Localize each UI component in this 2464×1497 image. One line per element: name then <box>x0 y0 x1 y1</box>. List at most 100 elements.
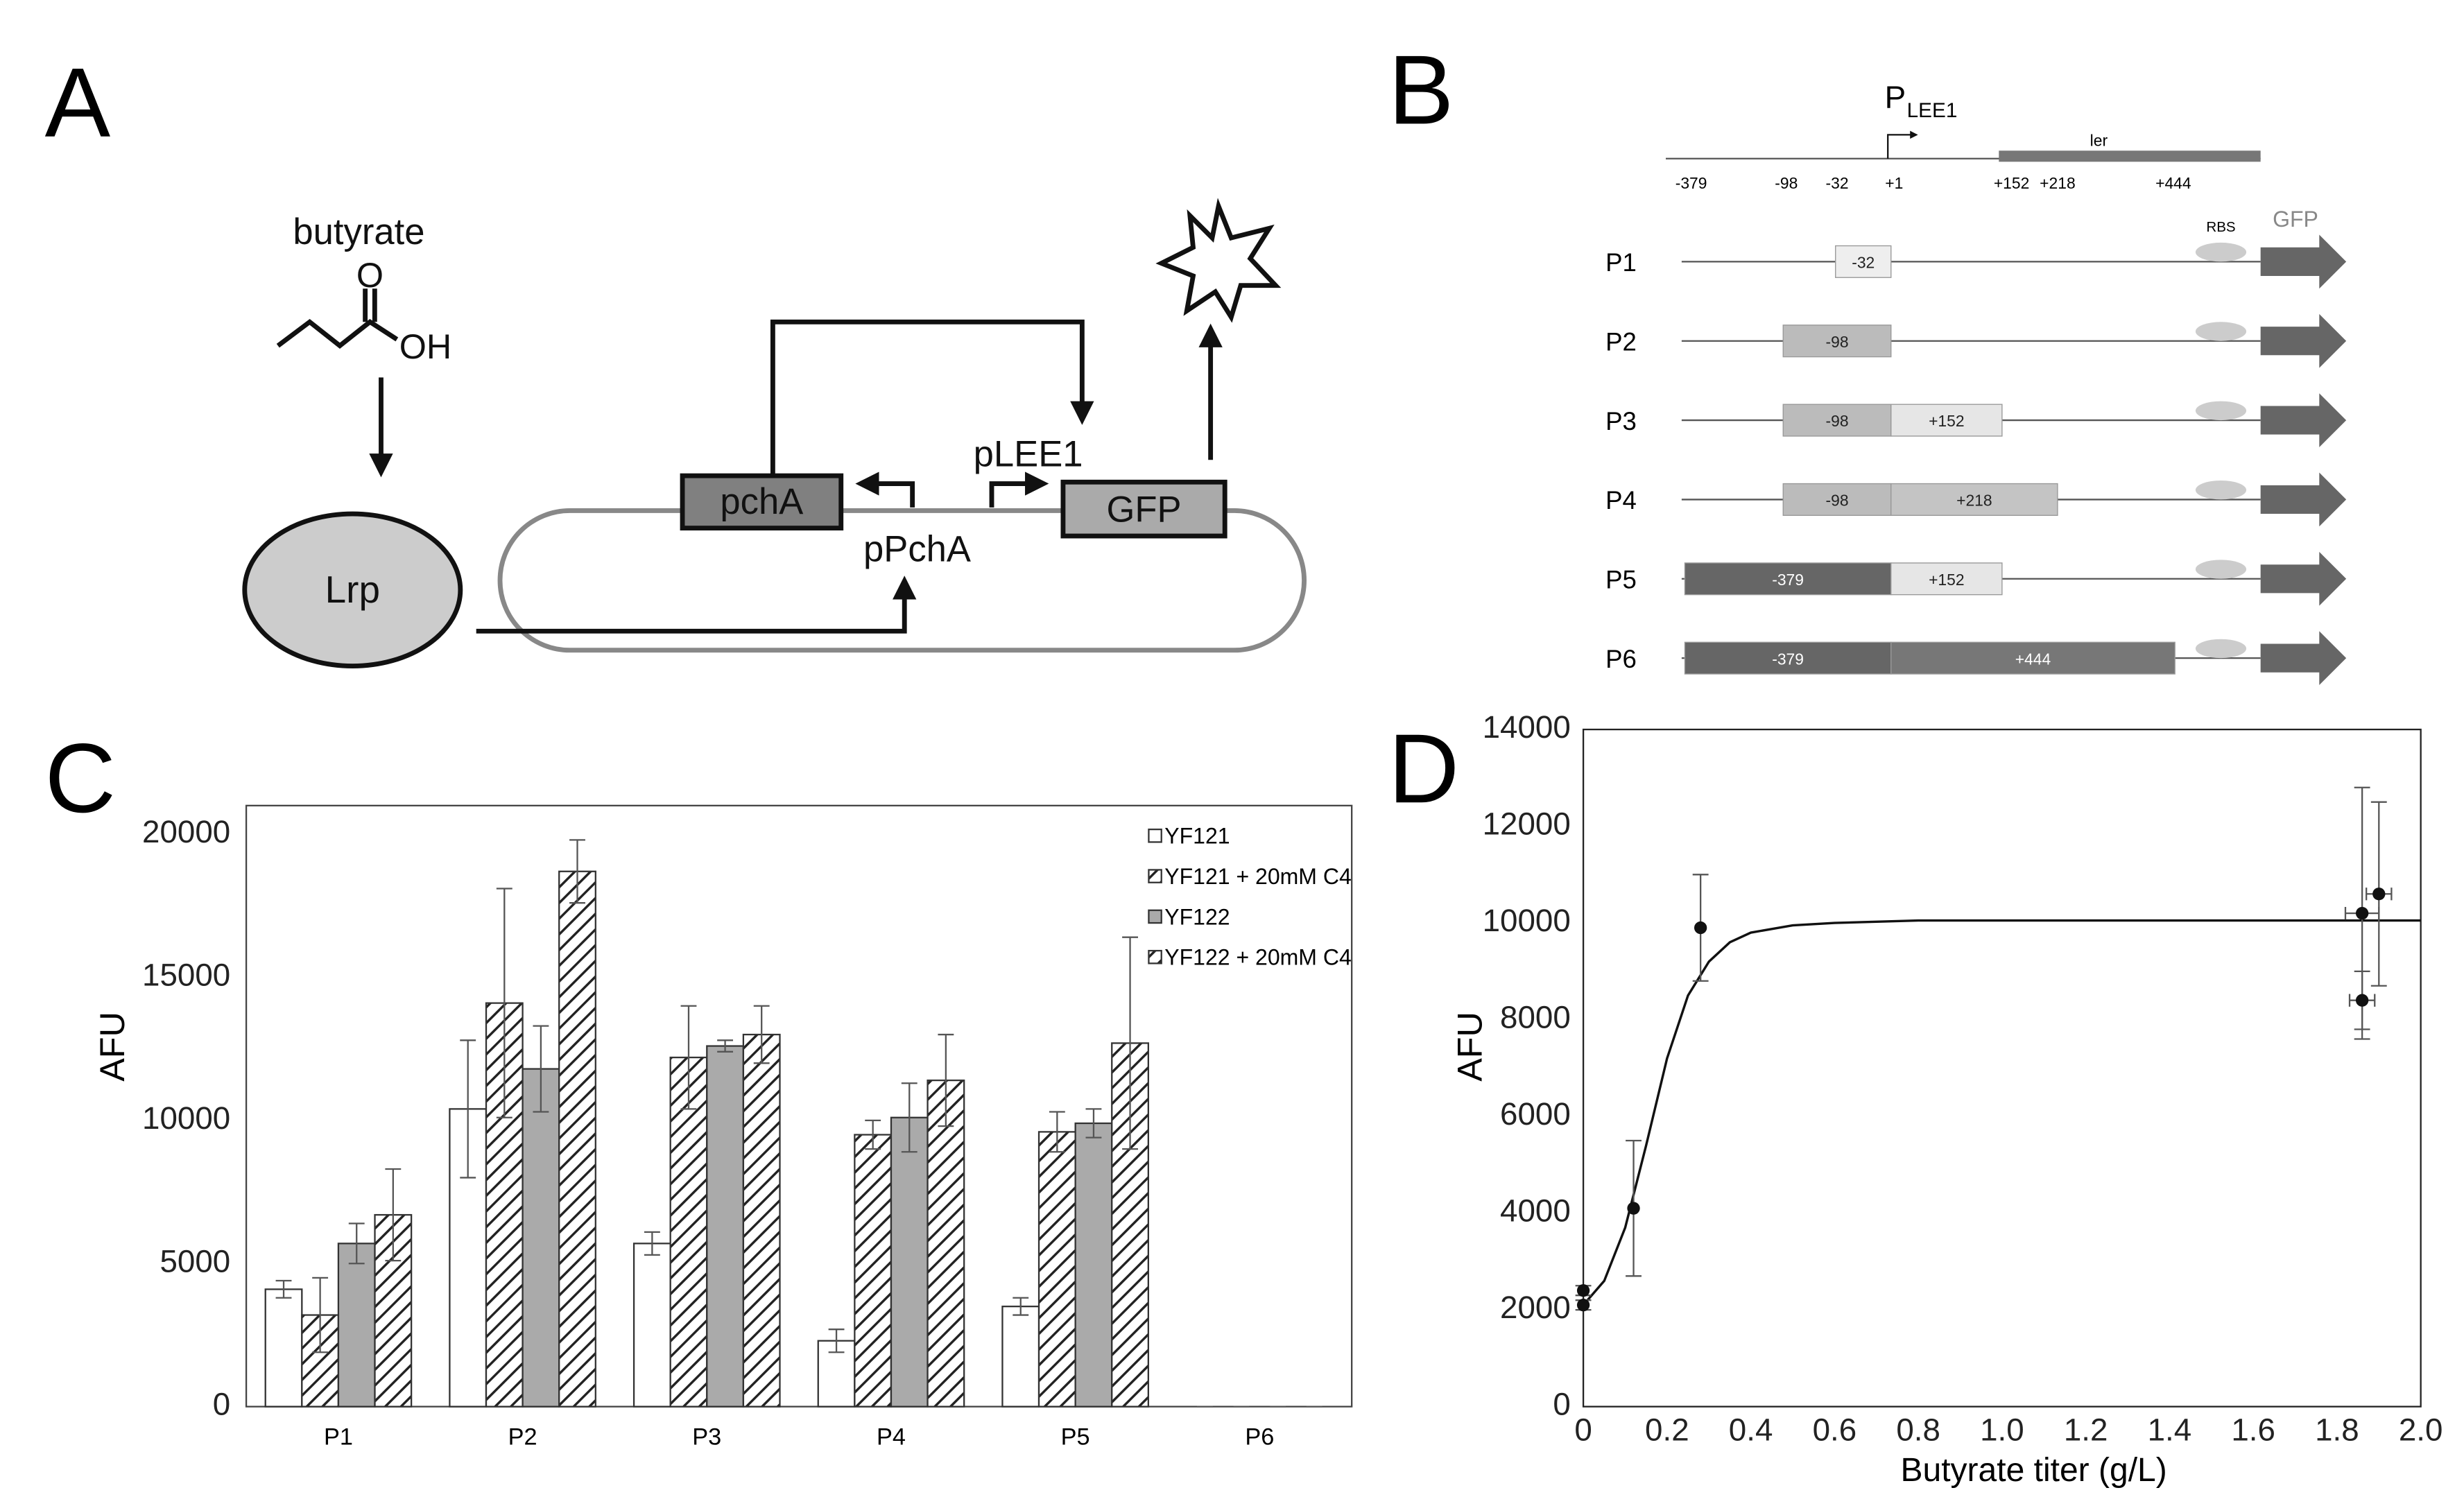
segment <box>1782 404 1892 437</box>
point <box>2355 994 2369 1007</box>
x-tick-label: P4 <box>877 1424 906 1451</box>
legend-swatch <box>1148 869 1162 883</box>
construct-label: P3 <box>1605 407 1637 435</box>
gfp-arrow <box>2260 313 2347 368</box>
y-tick-label: 10000 <box>1483 903 1571 938</box>
y-tick-label: 0 <box>1553 1387 1570 1422</box>
position-label: -98 <box>1775 174 1798 192</box>
bar <box>632 1243 671 1408</box>
x-axis-label: Butyrate titer (g/L) <box>1900 1452 2166 1489</box>
point <box>1627 1202 1640 1215</box>
ler-gene <box>1999 150 2261 162</box>
x-tick-label: P1 <box>324 1424 353 1451</box>
pcha-gene <box>680 473 844 531</box>
error-bar <box>1122 936 1138 1150</box>
x-tick-label: P6 <box>1245 1424 1274 1451</box>
bar <box>337 1243 376 1408</box>
segment <box>1890 641 2176 675</box>
point <box>1694 921 1707 935</box>
point <box>1576 1284 1590 1297</box>
y-tick-label: 5000 <box>160 1243 230 1279</box>
error-bar <box>275 1279 292 1299</box>
bar <box>558 870 596 1408</box>
x-tick-label: 2.0 <box>2399 1412 2443 1447</box>
legend-swatch <box>1148 909 1162 924</box>
segment <box>1835 245 1892 278</box>
error-bar <box>569 839 585 904</box>
plasmid <box>497 508 1307 653</box>
panel-label: D <box>1388 714 1459 824</box>
x-tick-label: 0.8 <box>1896 1412 1940 1447</box>
gene-label: ler <box>2090 131 2108 149</box>
panel-a: butyrate O OH Lrp pchA GFP pPchA pLEE1 <box>242 198 1307 669</box>
segment-label: +152 <box>1929 571 1965 589</box>
gfp-gene <box>1060 479 1227 539</box>
error-bar <box>496 888 512 1118</box>
legend-label: YF121 + 20mM C4 <box>1164 864 1351 889</box>
x-tick-label: 0.6 <box>1813 1412 1857 1447</box>
segment-label: +152 <box>1929 412 1965 430</box>
gfp-arrow <box>2260 393 2347 447</box>
legend-label: YF122 <box>1164 904 1230 929</box>
point <box>2355 906 2369 920</box>
x-tick-label: P5 <box>1061 1424 1090 1451</box>
panel-label: B <box>1388 35 1454 145</box>
rbs <box>2195 639 2247 659</box>
x-tick-label: 0.2 <box>1645 1412 1689 1447</box>
x-tick-label: 1.2 <box>2064 1412 2108 1447</box>
x-tick-label: 1.6 <box>2231 1412 2275 1447</box>
bar <box>1001 1306 1040 1408</box>
bar <box>706 1045 745 1408</box>
bar <box>1074 1122 1113 1408</box>
y-tick-label: 4000 <box>1500 1193 1571 1229</box>
segment-label: -379 <box>1772 571 1804 589</box>
lrp-label: Lrp <box>325 568 380 611</box>
gene-label: GFP <box>1107 489 1182 530</box>
error-bar <box>828 1329 845 1353</box>
gfp-arrow <box>2260 551 2347 606</box>
gfp-label: GFP <box>2273 207 2318 232</box>
position-label: +1 <box>1885 174 1903 192</box>
segment <box>1684 641 1892 675</box>
arrow <box>476 576 917 634</box>
point <box>1576 1299 1590 1312</box>
y-tick-label: 14000 <box>1483 709 1571 745</box>
error-bar <box>460 1039 476 1179</box>
construct-label: P1 <box>1605 248 1637 277</box>
atom: O <box>356 255 384 295</box>
construct-label: P6 <box>1605 645 1637 673</box>
error-bar <box>680 1005 697 1110</box>
y-tick-label: 2000 <box>1500 1290 1571 1325</box>
error-bar <box>348 1222 365 1265</box>
bar <box>522 1068 560 1408</box>
panel-label: A <box>45 49 111 158</box>
point <box>2372 888 2386 901</box>
segment-label: -98 <box>1825 492 1848 510</box>
x-tick-label: 1.4 <box>2148 1412 2192 1447</box>
legend-swatch <box>1148 828 1162 843</box>
y-tick-label: 10000 <box>142 1100 230 1136</box>
y-tick-label: 12000 <box>1483 806 1571 842</box>
panel-label: C <box>45 724 116 833</box>
atom: OH <box>399 327 451 366</box>
rbs <box>2195 322 2247 341</box>
error-bar <box>644 1231 660 1256</box>
rbs <box>2195 480 2247 500</box>
segment <box>1890 404 2003 437</box>
x-tick-label: 0.4 <box>1729 1412 1773 1447</box>
segment <box>1890 483 2058 516</box>
y-axis-label: AFU <box>1450 1012 1490 1082</box>
segment-label: -98 <box>1825 412 1848 430</box>
legend-label: YF122 + 20mM C4 <box>1164 945 1351 970</box>
construct-label: P4 <box>1605 486 1637 514</box>
y-tick-label: 8000 <box>1500 1000 1571 1035</box>
star <box>1155 198 1282 323</box>
error-bar <box>1013 1297 1029 1316</box>
bar <box>742 1033 781 1408</box>
x-tick-label: 1.8 <box>2315 1412 2359 1447</box>
legend-label: YF121 <box>1164 824 1230 849</box>
legend-swatch <box>1148 949 1162 964</box>
molecule <box>276 318 399 349</box>
rbs <box>2195 560 2247 579</box>
